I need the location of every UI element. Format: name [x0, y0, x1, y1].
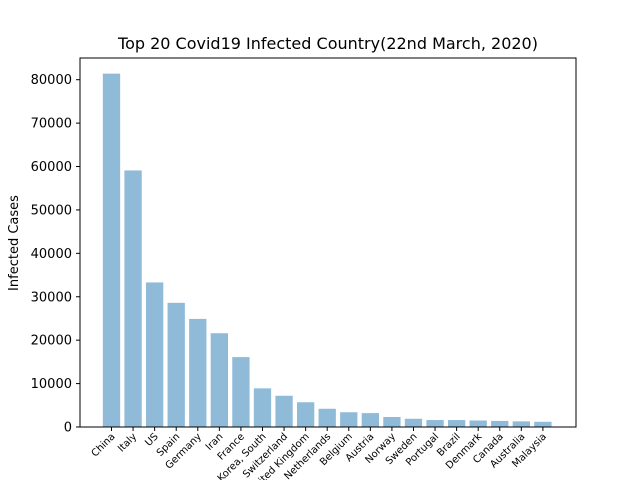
- y-tick-label: 60000: [31, 160, 72, 175]
- bar-us: [145, 282, 164, 427]
- bar-denmark: [469, 420, 487, 427]
- chart-title: Top 20 Covid19 Infected Country(22nd Mar…: [117, 34, 538, 53]
- bar-portugal: [426, 420, 444, 427]
- y-tick-label: 50000: [31, 203, 72, 218]
- y-tick-label: 70000: [31, 117, 72, 132]
- bar-china: [102, 73, 121, 427]
- x-tick-label: Italy: [116, 431, 139, 454]
- y-axis: 0 10000 20000 30000 40000 50000 60000 70000 8000…: [31, 73, 80, 436]
- y-tick-label: 20000: [31, 334, 72, 349]
- y-axis-label: Infected Cases: [7, 195, 22, 291]
- bar-belgium: [340, 412, 358, 427]
- y-tick-label: 10000: [31, 377, 72, 392]
- bar-netherlands: [318, 408, 336, 427]
- bar-brazil: [447, 420, 466, 427]
- bar-united-kingdom: [296, 402, 315, 427]
- y-tick-label: 30000: [31, 290, 72, 305]
- bar-norway: [383, 417, 401, 427]
- bar-spain: [167, 302, 185, 427]
- bar-canada: [491, 420, 509, 427]
- bar-switzerland: [275, 395, 293, 427]
- bar-australia: [512, 421, 530, 427]
- bar-germany: [189, 318, 207, 427]
- plot-frame: [79, 57, 577, 428]
- bars-group: [102, 73, 552, 427]
- y-tick-label: 80000: [31, 73, 72, 88]
- bar-korea-south: [253, 388, 272, 427]
- x-tick-label: China: [90, 431, 118, 459]
- y-tick-label: 40000: [31, 247, 72, 262]
- bar-austria: [361, 413, 379, 427]
- bar-italy: [124, 170, 142, 427]
- bar-iran: [210, 333, 228, 427]
- bar-sweden: [404, 418, 423, 427]
- bar-france: [232, 357, 250, 427]
- y-tick-label: 0: [64, 421, 72, 436]
- x-tick-label: US: [143, 431, 160, 448]
- bar-malaysia: [534, 421, 552, 427]
